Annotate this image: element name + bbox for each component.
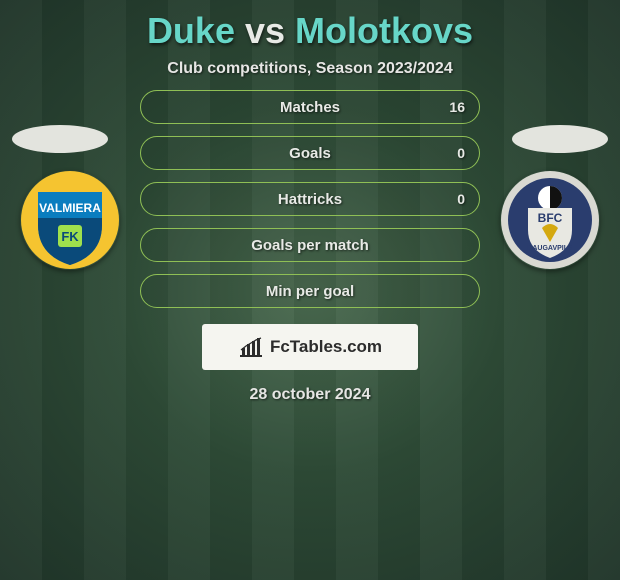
stat-row-min-per-goal: Min per goal bbox=[140, 274, 480, 308]
vs-text: vs bbox=[245, 10, 285, 51]
stat-row-goals-per-match: Goals per match bbox=[140, 228, 480, 262]
player-left-name: Duke bbox=[147, 10, 235, 51]
comparison-title: Duke vs Molotkovs bbox=[147, 10, 473, 52]
player-right-name: Molotkovs bbox=[295, 10, 473, 51]
stat-row-goals: Goals 0 bbox=[140, 136, 480, 170]
club-badge-right: BFC DAUGAVPILS bbox=[500, 170, 600, 270]
subtitle: Club competitions, Season 2023/2024 bbox=[167, 60, 452, 78]
svg-text:FK: FK bbox=[61, 229, 79, 244]
stat-right-value: 16 bbox=[449, 99, 465, 115]
svg-text:BFC: BFC bbox=[538, 211, 563, 225]
valmiera-crest-icon: VALMIERA FK bbox=[20, 170, 120, 270]
stat-right-value: 0 bbox=[457, 191, 465, 207]
stat-label: Min per goal bbox=[266, 283, 354, 300]
stat-label: Goals per match bbox=[251, 237, 369, 254]
svg-text:VALMIERA: VALMIERA bbox=[39, 201, 101, 215]
stat-right-value: 0 bbox=[457, 145, 465, 161]
stat-row-hattricks: Hattricks 0 bbox=[140, 182, 480, 216]
bfc-daugavpils-crest-icon: BFC DAUGAVPILS bbox=[500, 170, 600, 270]
stat-label: Hattricks bbox=[278, 191, 342, 208]
date-text: 28 october 2024 bbox=[250, 386, 371, 404]
fctables-card: FcTables.com bbox=[202, 324, 418, 370]
player-left-spot bbox=[12, 125, 108, 153]
club-badge-left: VALMIERA FK bbox=[20, 170, 120, 270]
svg-text:DAUGAVPILS: DAUGAVPILS bbox=[527, 245, 573, 252]
fctables-label: FcTables.com bbox=[270, 337, 382, 357]
player-right-spot bbox=[512, 125, 608, 153]
stat-label: Goals bbox=[289, 145, 331, 162]
bar-chart-icon bbox=[238, 336, 264, 358]
stat-label: Matches bbox=[280, 99, 340, 116]
stat-row-matches: Matches 16 bbox=[140, 90, 480, 124]
